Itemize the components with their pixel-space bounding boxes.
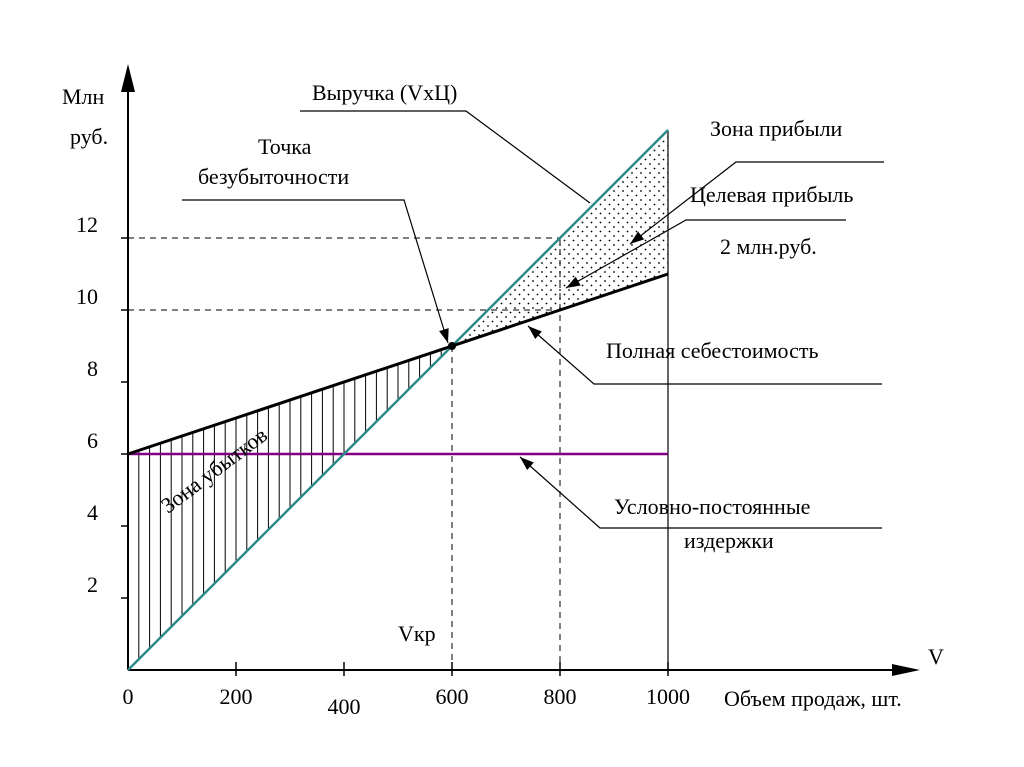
- x-axis-ticks: 0 200 400 600 800 1000: [123, 662, 690, 719]
- revenue-leader: [300, 110, 591, 204]
- y-axis-label-line1: Млн: [62, 84, 105, 109]
- total-cost-leader: [527, 325, 882, 385]
- y-axis-arrow-icon: [121, 64, 135, 92]
- break-even-leader-arrow-icon: [439, 328, 449, 343]
- y-tick-label: 10: [76, 284, 98, 309]
- loss-zone-hatch: [127, 349, 442, 670]
- target-profit-label-line2: 2 млн.руб.: [720, 234, 817, 259]
- x-axis-symbol: V: [928, 644, 944, 669]
- profit-zone-leader: [629, 161, 884, 245]
- break-even-leader: [182, 199, 449, 344]
- annotation-leader-lines: [182, 110, 884, 529]
- y-tick-label: 2: [87, 572, 98, 597]
- fixed-costs-leader-arrow-icon: [520, 457, 534, 471]
- y-tick-label: 4: [87, 500, 98, 525]
- revenue-label: Выручка (VxЦ): [312, 80, 457, 105]
- x-tick-label: 0: [123, 684, 134, 709]
- revenue-line: [127, 129, 669, 671]
- break-even-label-line1: Точка: [258, 134, 312, 159]
- break-even-label-line2: безубыточности: [198, 164, 349, 189]
- target-profit-leader-arrow-icon: [566, 276, 581, 288]
- target-profit-leader: [565, 219, 846, 289]
- total-cost-line: [127, 272, 669, 456]
- x-axis-label: Объем продаж, шт.: [724, 686, 902, 711]
- series-lines: [127, 129, 669, 671]
- x-axis-arrow-icon: [892, 664, 920, 676]
- total-cost-leader-arrow-icon: [528, 326, 542, 339]
- x-tick-label: 800: [544, 684, 577, 709]
- y-axis-label-line2: руб.: [70, 124, 108, 149]
- profit-zone-label: Зона прибыли: [710, 116, 843, 141]
- x-tick-label: 400: [328, 694, 361, 719]
- fixed-costs-label-line1: Условно-постоянные: [614, 494, 810, 519]
- x-tick-label: 200: [220, 684, 253, 709]
- total-cost-label: Полная себестоимость: [606, 338, 819, 363]
- vkr-label: Vкр: [398, 621, 436, 646]
- y-tick-label: 12: [76, 212, 98, 237]
- profit-zone-leader-arrow-icon: [630, 231, 645, 244]
- break-even-point: [448, 342, 456, 350]
- x-tick-label: 600: [436, 684, 469, 709]
- target-profit-label-line1: Целевая прибыль: [690, 182, 853, 207]
- fixed-costs-leader: [519, 456, 882, 529]
- fixed-costs-label-line2: издержки: [684, 528, 774, 553]
- x-tick-label: 1000: [646, 684, 690, 709]
- y-tick-label: 6: [87, 428, 98, 453]
- y-tick-label: 8: [87, 356, 98, 381]
- y-axis-ticks: 2 4 6 8 10 12: [76, 212, 128, 599]
